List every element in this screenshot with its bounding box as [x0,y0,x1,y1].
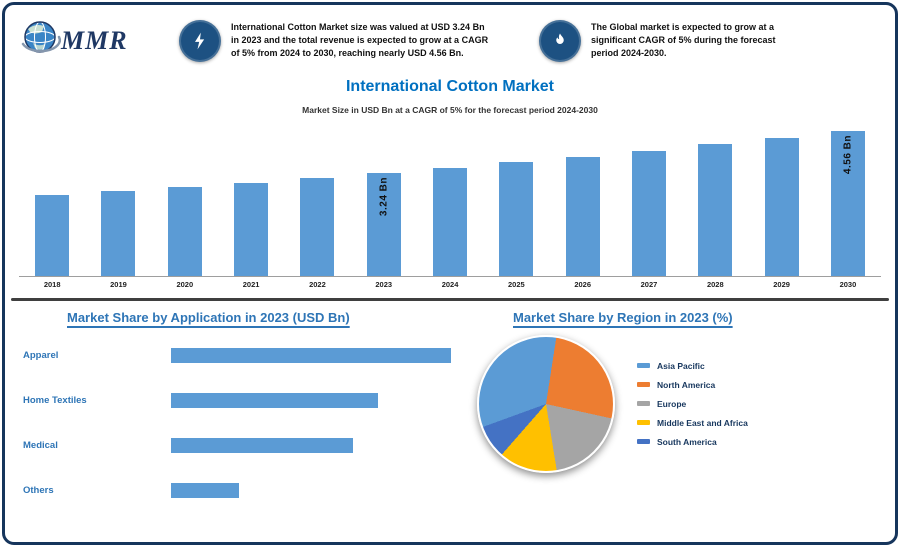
application-share-section: Market Share by Application in 2023 (USD… [19,310,481,513]
year-label: 2029 [773,280,790,289]
bar-2029 [764,138,799,276]
bar-2023: 3.24 Bn [366,173,401,276]
flame-icon [539,19,581,62]
bar-2021 [234,183,269,276]
application-bar-row: Home Textiles [19,378,481,423]
bar-slot [616,127,682,276]
year-label: 2024 [441,280,459,289]
year-label: 2018 [43,280,61,289]
region-pie-area: Asia Pacific North America Europe Middle Ea… [477,334,881,473]
year-label: 2023 [375,280,393,289]
legend-label: Asia Pacific [657,360,705,371]
application-bar-row: Others [19,468,481,513]
header-note-cagr: The Global market is expected to grow at… [539,19,803,62]
bar-value-label: 3.24 Bn [378,177,390,217]
application-bar-row: Apparel [19,333,481,378]
application-bar-chart: Apparel Home Textiles Medical Others [19,333,481,513]
bar-slot [550,127,616,276]
annual-bar-chart-years: 2018 2019 2020 2021 2022 2023 2024 2025 2026 2027… [19,280,881,289]
annual-bar-chart: 3.24 Bn 4.56 Bn [19,127,881,277]
year-label: 2027 [640,280,658,289]
bar-2024 [433,168,468,276]
application-bar-row: Medical [19,423,481,468]
bar-2027 [631,151,666,276]
application-bar [171,347,451,363]
section-divider [11,298,889,301]
bar-2028 [698,144,733,276]
year-label: 2030 [839,280,857,289]
legend-item: South America [637,437,748,447]
bar-slot: 3.24 Bn [351,127,417,276]
bar-slot [152,127,218,276]
annual-market-chart: 3.24 Bn 4.56 Bn 2018 2019 2020 2021 2022 2023 2… [19,127,881,289]
bar-2025 [499,162,534,276]
bar-slot [748,127,814,276]
bar-slot [417,127,483,276]
application-share-heading: Market Share by Application in 2023 (USD… [67,309,350,325]
market-size-note-text: International Cotton Market size was val… [231,21,489,59]
year-label: 2022 [309,280,326,289]
application-label: Medical [23,439,58,451]
year-label: 2025 [508,280,525,289]
region-pie-legend: Asia Pacific North America Europe Middle Ea… [637,361,748,447]
bottom-section: Market Share by Application in 2023 (USD… [5,301,895,513]
bar-2030: 4.56 Bn [830,131,865,276]
year-label: 2026 [574,280,591,289]
legend-marker [637,363,650,368]
application-bar [171,392,378,408]
legend-label: South America [657,436,717,447]
bar-2018 [35,195,70,276]
lightning-icon [179,19,221,62]
region-share-section: Market Share by Region in 2023 (%) Asia … [477,309,881,513]
bar-slot [682,127,748,276]
cagr-note-text: The Global market is expected to grow at… [591,21,776,59]
bar-slot [19,127,85,276]
year-label: 2019 [110,280,127,289]
bar-slot [284,127,350,276]
globe-logo-icon [19,17,65,64]
page-subtitle: Market Size in USD Bn at a CAGR of 5% fo… [302,105,598,115]
legend-item: North America [637,380,748,390]
legend-marker [637,382,650,387]
bar-slot [483,127,549,276]
region-pie-chart [477,334,615,473]
legend-item: Middle East and Africa [637,418,748,428]
brand-logo-text: MMR [61,25,128,55]
year-label: 2020 [176,280,194,289]
bar-value-label: 4.56 Bn [842,135,854,175]
year-label: 2021 [242,280,260,289]
region-share-heading: Market Share by Region in 2023 (%) [513,309,733,325]
application-label: Apparel [23,349,59,361]
bar-2026 [565,157,600,276]
legend-item: Europe [637,399,748,409]
bar-slot [218,127,284,276]
application-bar [171,437,353,453]
bar-2020 [167,187,202,276]
header: MMR International Cotton Market size was… [5,5,895,64]
application-label: Others [23,484,54,496]
legend-marker [637,420,650,425]
legend-item: Asia Pacific [637,361,748,371]
legend-label: Europe [657,398,687,409]
bar-slot: 4.56 Bn [815,127,881,276]
legend-marker [637,401,650,406]
header-note-market-size: International Cotton Market size was val… [179,19,493,62]
application-bar [171,482,239,498]
year-label: 2028 [706,280,724,289]
page-title: International Cotton Market [345,78,554,95]
application-label: Home Textiles [23,394,87,406]
legend-label: Middle East and Africa [657,417,748,428]
legend-label: North America [657,379,716,390]
brand-logo: MMR [19,17,171,64]
bar-2022 [300,178,335,276]
legend-marker [637,439,650,444]
bar-slot [85,127,151,276]
bar-2019 [101,191,136,276]
